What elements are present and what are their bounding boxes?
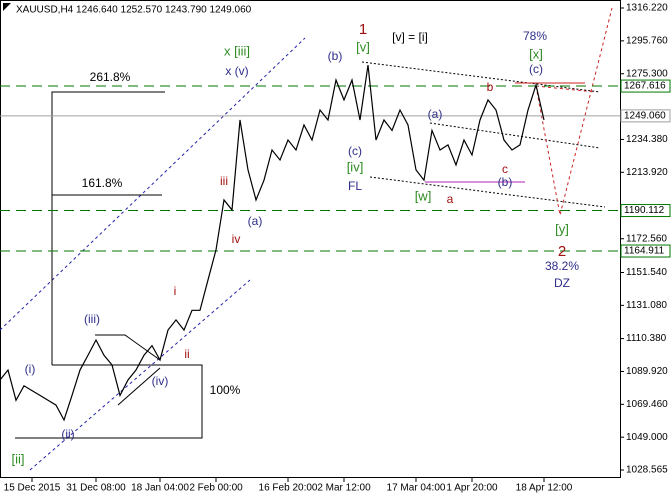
price-level-box — [620, 109, 671, 123]
wave-label: (c) — [348, 144, 362, 158]
y-tick-label: 1295.760 — [626, 36, 668, 47]
plot-frame — [0, 0, 621, 478]
wave-label: [x] — [529, 46, 543, 61]
y-tick-label: 1049.000 — [626, 432, 668, 443]
triangle-line — [117, 367, 161, 406]
corner-marker — [3, 3, 11, 11]
wave-label: b — [487, 80, 494, 94]
wave-label: i — [174, 284, 177, 298]
y-tick-label: 1234.380 — [626, 134, 668, 145]
wave-label: (i) — [25, 362, 36, 376]
wave-label: (ii) — [61, 427, 74, 441]
wave-label: x [iii] — [224, 43, 250, 58]
projection-line — [535, 85, 596, 93]
wave-label: (a) — [428, 107, 443, 121]
wave-label: x (v) — [225, 64, 248, 78]
price-level-label: 1249.060 — [624, 111, 666, 122]
x-tick-label: 2 Mar 12:00 — [317, 483, 371, 494]
wave-label: (iii) — [84, 312, 100, 326]
y-tick-label: 1110.380 — [626, 333, 667, 344]
x-tick-label: 1 Apr 20:00 — [446, 483, 498, 494]
price-level-box — [620, 79, 671, 93]
y-tick-label: 1172.560 — [626, 233, 667, 244]
y-tick-label: 1316.220 — [626, 3, 668, 14]
wave-label: [iv] — [347, 159, 364, 174]
y-tick-label: 1275.300 — [626, 68, 668, 79]
price-level-label: 1267.616 — [624, 81, 666, 92]
wave-label: 261.8% — [90, 70, 131, 84]
wave-label: (iv) — [152, 374, 169, 388]
wave-label: 161.8% — [82, 176, 123, 190]
y-tick-label: 1131.080 — [626, 300, 667, 311]
fib-line — [51, 91, 165, 365]
x-tick-label: 15 Dec 2015 — [4, 483, 61, 494]
wave-label: [v] = [i] — [392, 30, 428, 44]
projection-line — [535, 7, 613, 216]
wave-label: [v] — [356, 39, 370, 54]
wave-label: (b) — [498, 175, 513, 189]
wave-label: iii — [220, 174, 228, 188]
wave-label: [y] — [555, 221, 569, 236]
price-level-label: 1164.911 — [624, 246, 665, 257]
wave-label: FL — [348, 179, 362, 193]
wave-label: (b) — [328, 49, 343, 63]
price-level-box — [620, 204, 671, 218]
channel-line — [0, 37, 306, 331]
wave-label: [ii] — [12, 451, 25, 466]
wave-label: iv — [232, 232, 241, 246]
wave-label: ii — [184, 347, 189, 361]
y-tick-label: 1213.920 — [626, 167, 668, 178]
wave-label: c — [502, 162, 508, 176]
price-level-label: 1190.112 — [624, 205, 665, 216]
y-tick-label: 1089.920 — [626, 366, 668, 377]
price-line — [0, 64, 545, 422]
wave-label: a — [447, 192, 454, 206]
y-tick-label: 1069.460 — [626, 399, 668, 410]
trend-line — [369, 176, 606, 208]
wave-label: 2 — [558, 243, 566, 260]
wave-label: (a) — [248, 214, 263, 228]
x-tick-label: 16 Feb 20:00 — [259, 483, 318, 494]
drawings — [0, 7, 613, 471]
x-tick-label: 17 Mar 04:00 — [387, 483, 446, 494]
wave-label: (c) — [529, 62, 543, 76]
trend-line — [429, 122, 601, 149]
fib-line — [15, 364, 203, 439]
wave-label: 78% — [523, 29, 547, 43]
wave-label: 1 — [359, 21, 367, 38]
chart-title: XAUUSD,H4 1246.640 1252.570 1243.790 124… — [16, 5, 252, 16]
x-tick-label: 2 Feb 00:00 — [189, 483, 243, 494]
x-tick-label: 31 Dec 08:00 — [66, 483, 126, 494]
y-tick-label: 1028.565 — [626, 465, 668, 476]
wave-label: 38.2% — [545, 259, 579, 273]
wave-label: 100% — [210, 383, 241, 397]
x-tick-label: 18 Jan 04:00 — [131, 483, 189, 494]
wave-label: DZ — [554, 276, 570, 290]
y-tick-label: 1151.540 — [626, 267, 667, 278]
triangle-line — [95, 334, 161, 361]
x-tick-label: 18 Apr 12:00 — [516, 483, 573, 494]
wave-label: [w] — [415, 188, 432, 203]
price-level-box — [620, 244, 671, 258]
